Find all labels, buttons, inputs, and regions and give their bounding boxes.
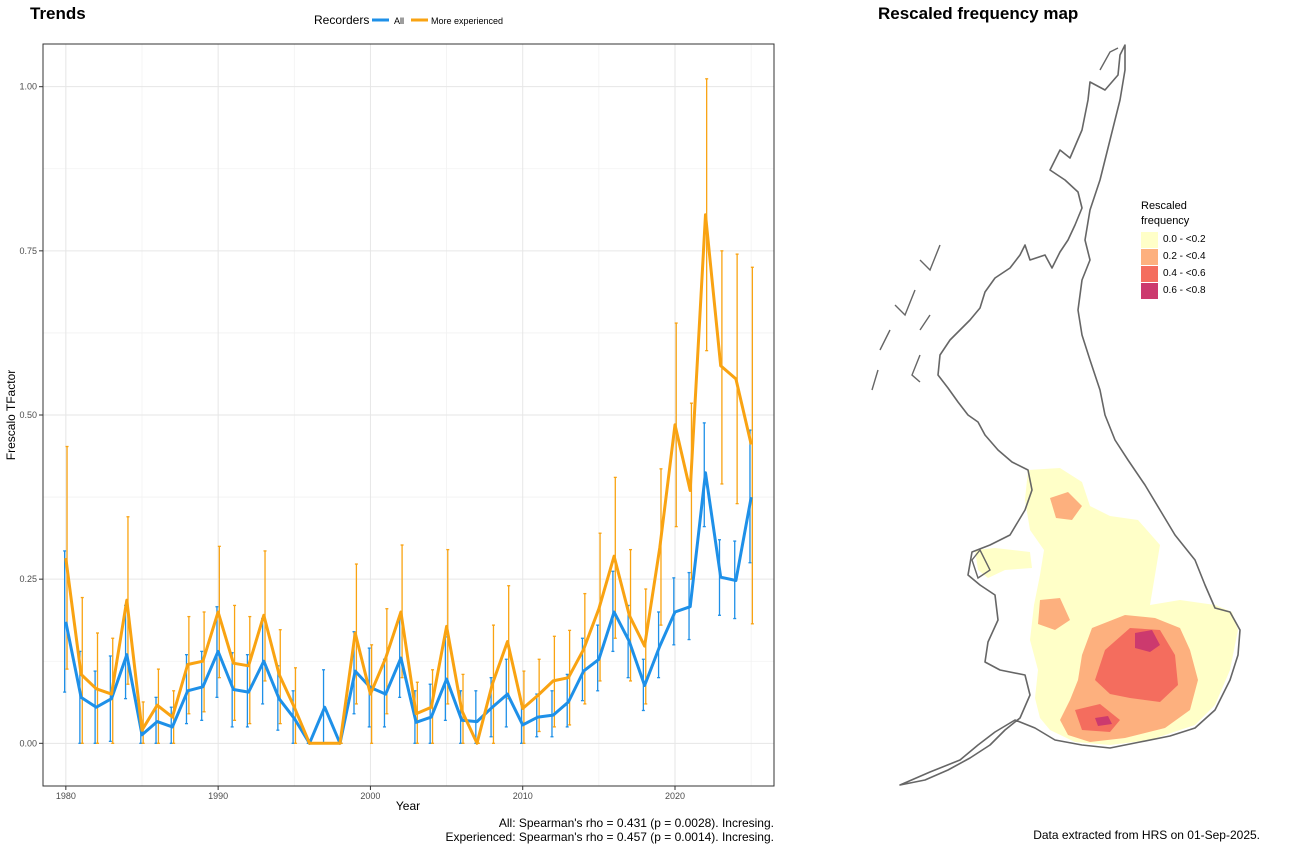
- map-legend-item: 0.0 - <0.2: [1141, 231, 1206, 248]
- data-source-note: Data extracted from HRS on 01-Sep-2025.: [1033, 828, 1260, 842]
- x-tick-label: 2020: [665, 791, 685, 801]
- chart-legend: Recorders All More experienced: [314, 13, 503, 27]
- map-band-mid-north: [1050, 492, 1082, 520]
- legend-label-all: All: [394, 16, 404, 26]
- map-legend-label: 0.6 - <0.8: [1163, 285, 1206, 296]
- y-tick-label: 1.00: [19, 82, 37, 92]
- map-legend-label: 0.2 - <0.4: [1163, 251, 1206, 262]
- map-legend-swatch: [1141, 282, 1158, 299]
- map-legend: Rescaled frequency 0.0 - <0.2 0.2 - <0.4…: [1141, 201, 1206, 299]
- map-legend-label: 0.4 - <0.6: [1163, 268, 1206, 279]
- frequency-map: [871, 44, 1241, 786]
- error-bars: [63, 78, 754, 744]
- map-legend-item: 0.6 - <0.8: [1141, 282, 1206, 299]
- map-title: Rescaled frequency map: [878, 4, 1079, 23]
- trend-chart: Recorders All More experienced 1980 1990 2…: [4, 13, 775, 813]
- map-band-top-south: [1095, 716, 1112, 726]
- map-legend-label: 0.0 - <0.2: [1163, 234, 1206, 245]
- x-tick-label: 1990: [208, 791, 228, 801]
- series-line-all: [64, 471, 753, 745]
- trends-title: Trends: [30, 4, 86, 23]
- map-legend-title-2: frequency: [1141, 215, 1190, 227]
- map-legend-title-1: Rescaled: [1141, 200, 1187, 212]
- y-axis-title: Frescalo TFactor: [4, 370, 18, 460]
- series-lines: [64, 213, 753, 745]
- stat-experienced: Experienced: Spearman's rho = 0.457 (p =…: [445, 830, 775, 844]
- plot-grid: [43, 44, 774, 786]
- map-legend-item: 0.4 - <0.6: [1141, 265, 1206, 282]
- y-tick-label: 0.25: [19, 574, 37, 584]
- x-tick-label: 1980: [56, 791, 76, 801]
- x-axis-title: Year: [396, 799, 420, 813]
- map-band-mid-west: [1038, 598, 1070, 630]
- map-legend-swatch: [1141, 265, 1158, 282]
- y-tick-label: 0.75: [19, 246, 37, 256]
- map-legend-swatch: [1141, 248, 1158, 265]
- x-tick-label: 2010: [513, 791, 533, 801]
- axes: 1980 1990 2000 2010 2020 0.00 0.25 0.50 0.75 1.00: [19, 82, 685, 801]
- map-outline: [899, 44, 1241, 786]
- series-line-experienced: [64, 213, 753, 745]
- map-legend-swatch: [1141, 231, 1158, 248]
- x-tick-label: 2000: [360, 791, 380, 801]
- stat-all: All: Spearman's rho = 0.431 (p = 0.0028)…: [498, 816, 774, 830]
- y-tick-label: 0.00: [19, 738, 37, 748]
- y-tick-label: 0.50: [19, 410, 37, 420]
- map-islands: [871, 47, 1119, 580]
- map-band-top: [1135, 630, 1160, 652]
- map-legend-item: 0.2 - <0.4: [1141, 248, 1206, 265]
- legend-title: Recorders: [314, 13, 369, 27]
- map-heat-layer: [975, 468, 1238, 745]
- legend-label-experienced: More experienced: [431, 16, 503, 26]
